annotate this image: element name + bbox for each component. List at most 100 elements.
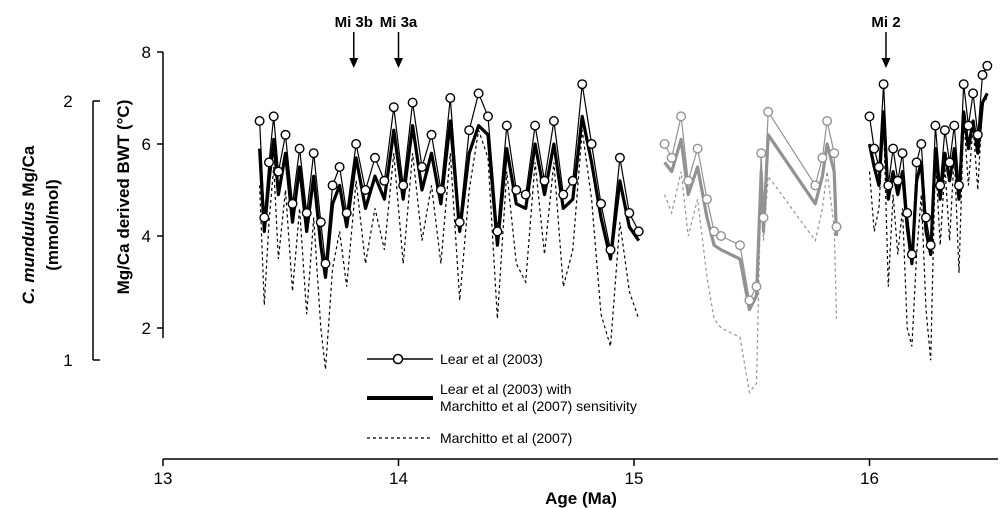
series-lear-point	[822, 115, 833, 126]
series-lear-point	[944, 157, 955, 168]
series-lear-point	[530, 120, 541, 131]
series-lear-point	[977, 69, 988, 80]
series-lear-point	[831, 221, 842, 232]
series-lear-point	[351, 138, 362, 149]
series-lear-point	[501, 120, 512, 131]
y-tick-bwt-label: 2	[142, 319, 151, 338]
series-lear-point	[268, 111, 279, 122]
series-lear-point	[320, 258, 331, 269]
series-lear-point	[273, 166, 284, 177]
legend-label-sensitive: Lear et al (2003) with Marchitto et al (2…	[440, 381, 637, 414]
series-lear-point	[327, 180, 338, 191]
series-lear-point	[539, 175, 550, 186]
series-lear-point	[954, 180, 965, 191]
series-sensitive-line	[663, 133, 839, 312]
series-lear-point	[883, 180, 894, 191]
y-tick-bwt-label: 4	[142, 227, 151, 246]
series-lear-point	[264, 157, 275, 168]
series-lear-point	[473, 88, 484, 99]
series-lear-point	[709, 226, 720, 237]
segment-0	[254, 79, 644, 370]
series-lear-point	[873, 161, 884, 172]
series-lear-point	[287, 198, 298, 209]
series-marchitto-line	[664, 171, 838, 394]
series-lear-point	[930, 120, 941, 131]
series-lear-point	[939, 125, 950, 136]
series-lear-point	[925, 240, 936, 251]
series-lear-point	[888, 143, 899, 154]
series-lear-point	[972, 129, 983, 140]
y-axis-bwt: 2 4 6 8 Mg/Ca derived BWT (°C)	[114, 43, 164, 338]
series-lear-point	[454, 217, 465, 228]
series-marchitto-line	[868, 97, 988, 361]
series-lear-point	[577, 79, 588, 90]
legend-marker-lear	[392, 353, 404, 365]
series-lear-point	[968, 88, 979, 99]
y-axis-bwt-title: Mg/Ca derived BWT (°C)	[114, 100, 133, 295]
series-lear-point	[398, 180, 409, 191]
series-lear-point	[963, 120, 974, 131]
series-lear-point	[958, 79, 969, 90]
segment-1	[659, 106, 842, 394]
series-lear-point	[906, 249, 917, 260]
series-lear-point	[829, 148, 840, 159]
y-tick-mgca-layer: 12	[63, 92, 100, 370]
series-lear-point	[633, 226, 644, 237]
series-lear-point	[916, 138, 927, 149]
series-lear-point	[596, 198, 607, 209]
y-tick-mgca-label: 1	[63, 351, 72, 370]
series-lear-point	[492, 226, 503, 237]
series-lear-point	[756, 148, 767, 159]
series-lear-point	[897, 148, 908, 159]
event-label: Mi 3a	[380, 14, 418, 31]
legend: Lear et al (2003) Lear et al (2003) with…	[367, 351, 637, 446]
y-tick-bwt-layer: 2 4 6 8	[142, 43, 163, 338]
series-lear-point	[407, 97, 418, 108]
series-lear-point	[511, 184, 522, 195]
series-lear-point	[744, 295, 755, 306]
y-tick-bwt-label: 8	[142, 43, 151, 62]
series-lear-line	[868, 65, 988, 255]
series-lear-point	[659, 138, 670, 149]
series-lear-line	[664, 109, 838, 303]
series-lear-point	[935, 180, 946, 191]
series-lear-point	[308, 148, 319, 159]
y-axis-mgca-title-line1: C. mundulus Mg/Ca	[19, 145, 38, 304]
event-layer: Mi 3b Mi 3a Mi 2	[335, 14, 901, 68]
event-arrow-head	[881, 58, 891, 68]
series-lear-point	[702, 194, 713, 205]
series-lear-point	[341, 207, 352, 218]
x-axis-title: Age (Ma)	[545, 489, 617, 508]
series-lear-line	[259, 84, 640, 264]
x-tick-label: 14	[389, 469, 408, 488]
series-lear-point	[949, 120, 960, 131]
series-lear-point	[982, 60, 993, 71]
series-layer	[254, 60, 993, 394]
x-tick-label: 13	[154, 469, 173, 488]
series-lear-point	[417, 161, 428, 172]
y-axis-mgca-title-italic: C. mundulus	[19, 201, 38, 304]
series-lear-point	[567, 175, 578, 186]
series-lear-point	[716, 230, 727, 241]
series-lear-point	[464, 125, 475, 136]
series-lear-point	[548, 115, 559, 126]
series-lear-point	[334, 161, 345, 172]
x-tick-layer: 13 14 15 16	[154, 459, 879, 488]
series-lear-point	[735, 240, 746, 251]
series-lear-point	[426, 129, 437, 140]
series-lear-point	[683, 175, 694, 186]
series-lear-point	[676, 111, 687, 122]
series-lear-point	[379, 175, 390, 186]
series-lear-point	[254, 115, 265, 126]
series-lear-point	[810, 180, 821, 191]
series-lear-point	[315, 217, 326, 228]
series-lear-point	[520, 189, 531, 200]
series-lear-point	[666, 152, 677, 163]
series-lear-point	[614, 152, 625, 163]
series-lear-point	[751, 281, 762, 292]
x-axis: 13 14 15 16 Age (Ma)	[154, 458, 998, 508]
series-lear-point	[435, 184, 446, 195]
y-axis-mgca-title-line2: (mmol/mol)	[43, 179, 62, 271]
legend-label-sensitive-line: Marchitto et al (2007) sensitivity	[440, 398, 637, 414]
